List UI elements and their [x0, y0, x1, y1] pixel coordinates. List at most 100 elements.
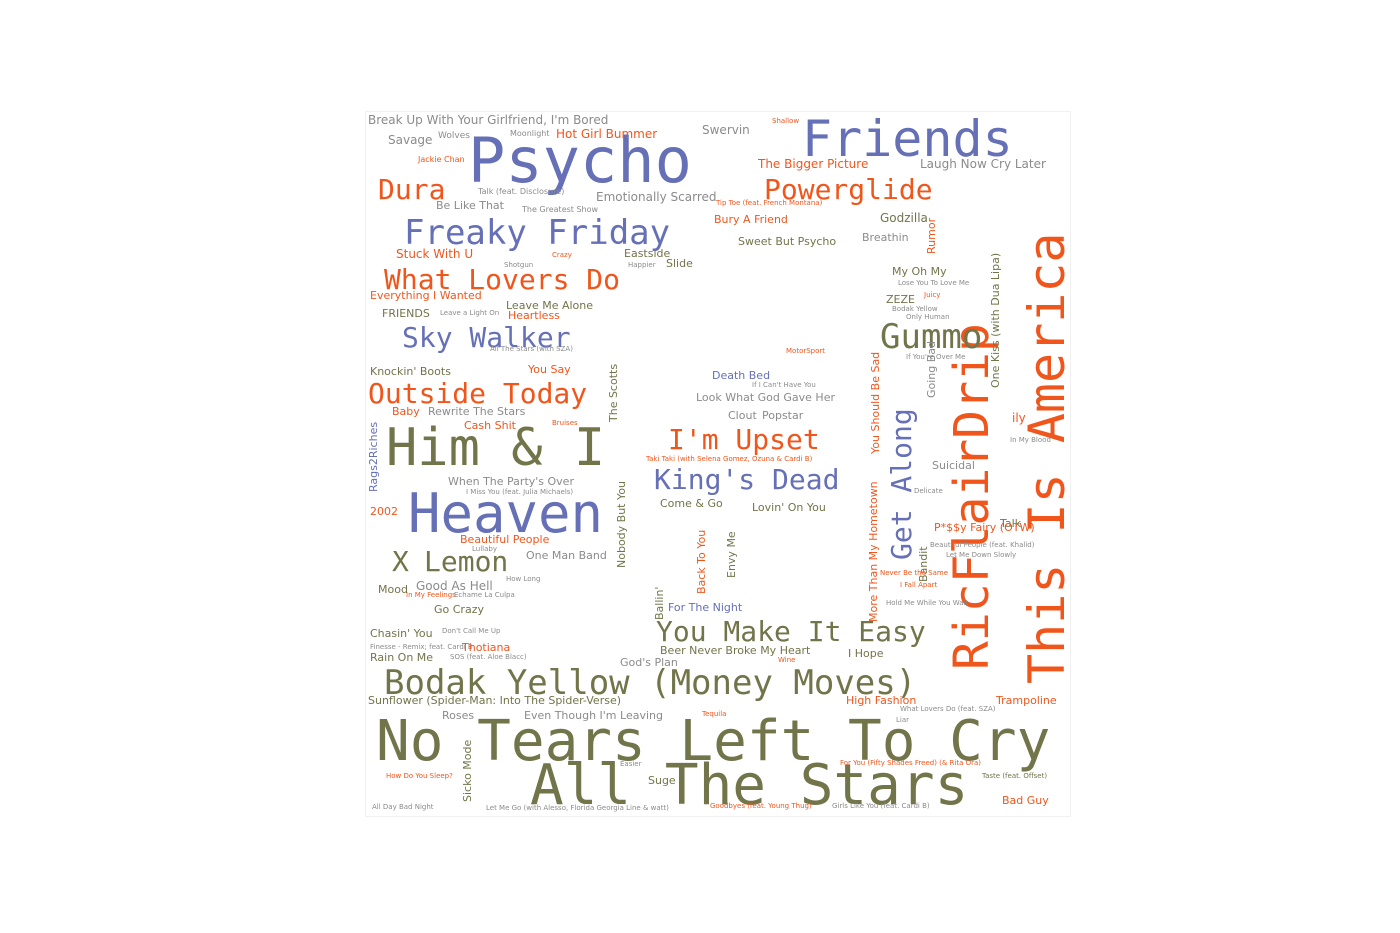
word: Back To You — [695, 529, 708, 594]
word: Break Up With Your Girlfriend, I'm Bored — [368, 113, 609, 127]
word: Emotionally Scarred — [596, 190, 717, 204]
word: Clout — [728, 409, 757, 422]
word: Stuck With U — [396, 247, 474, 261]
word: 2002 — [370, 505, 398, 518]
word: All Day Bad Night — [372, 803, 434, 811]
word: Popstar — [762, 409, 804, 422]
word: Sweet But Psycho — [738, 235, 837, 248]
word: Rain On Me — [370, 651, 434, 664]
word: Finesse - Remix; feat. Cardi B — [370, 643, 473, 651]
word: Cash Shit — [464, 419, 516, 432]
word: Taste (feat. Offset) — [982, 772, 1048, 780]
word: Be Like That — [436, 199, 504, 212]
word: Happier — [628, 261, 656, 269]
word: In My Feelings — [406, 591, 456, 599]
word: Laugh Now Cry Later — [920, 157, 1046, 171]
word: Trampoline — [996, 694, 1057, 707]
word: Swervin — [702, 123, 750, 137]
word: Everything I Wanted — [370, 289, 482, 302]
word: I Hope — [848, 647, 884, 660]
word: Lovin' On You — [752, 501, 826, 514]
word: What Lovers Do — [384, 263, 621, 296]
word-cloud: No Tears Left To Cry All The Stars Psych… — [365, 111, 1071, 817]
word: Don't Call Me Up — [442, 627, 501, 635]
word: Powerglide — [764, 173, 933, 206]
word: Come & Go — [660, 497, 723, 510]
word: Juicy — [924, 291, 941, 299]
word: Look What God Gave Her — [696, 391, 835, 404]
word: Beer Never Broke My Heart — [660, 644, 811, 657]
word: Chasin' You — [370, 627, 433, 640]
word: This Is America — [1018, 232, 1070, 684]
word: Let Me Down Slowly — [946, 551, 1017, 559]
word: Rumor — [925, 217, 938, 254]
word: When The Party's Over — [448, 475, 574, 488]
word: Godzilla — [880, 211, 928, 225]
word: You Make It Easy — [656, 615, 926, 648]
word: Leave Me Alone — [506, 299, 594, 312]
word: Sunflower (Spider-Man: Into The Spider-V… — [368, 694, 621, 707]
word: X — [392, 545, 409, 578]
word: Wine — [778, 656, 796, 664]
word: If I Can't Have You — [752, 381, 816, 389]
word: Sicko Mode — [461, 739, 474, 802]
word: ZEZE — [886, 293, 915, 306]
word: The Bigger Picture — [758, 157, 869, 171]
word: Knockin' Boots — [370, 365, 451, 378]
word: FRIENDS — [382, 307, 430, 320]
word: Nobody But You — [615, 481, 628, 568]
word: Bruises — [552, 419, 578, 427]
word: Sky Walker — [402, 321, 571, 354]
word: The Scotts — [607, 363, 620, 422]
word: Slide — [666, 257, 693, 270]
word: How Do You Sleep? — [386, 772, 453, 780]
word: Breathin — [862, 231, 909, 244]
word: Go Crazy — [434, 603, 484, 616]
word: Bury A Friend — [714, 213, 788, 226]
word: Suicidal — [932, 459, 975, 472]
word: One Kiss (with Dua Lipa) — [989, 252, 1002, 388]
word: Delicate — [914, 487, 943, 495]
word: Hold Me While You Wait — [886, 599, 969, 607]
word: Eastside — [624, 247, 671, 260]
word: Gummo — [880, 317, 983, 357]
word: High Fashion — [846, 694, 917, 707]
word: P*$$y Fairy (OTW) — [934, 521, 1035, 534]
word: All The Stars — [530, 753, 969, 816]
word: Shotgun — [504, 261, 534, 269]
word: No Tears Left To Cry — [376, 709, 1051, 774]
word: More Than My Hometown — [867, 481, 880, 622]
word: Beautiful People — [460, 533, 550, 546]
word: Bodak Yellow (Money Moves) — [384, 663, 917, 703]
word: MotorSport — [786, 347, 826, 355]
word: Roses — [442, 709, 475, 722]
word: Freaky Friday — [404, 213, 671, 253]
word: Let Me Go (with Alesso, Florida Georgia … — [486, 804, 669, 812]
word: Going Bad — [925, 340, 938, 398]
word: Never Be the Same — [880, 569, 949, 577]
word: Beautiful People (feat. Khalid) — [930, 541, 1035, 549]
word: Wolves — [438, 131, 470, 141]
word: I'm Upset — [668, 423, 820, 456]
word: If You're Over Me — [906, 353, 966, 361]
word: Friends — [802, 112, 1013, 168]
word: God's Plan — [620, 656, 678, 669]
word: Moonlight — [510, 129, 550, 138]
word: Lose You To Love Me — [898, 279, 970, 287]
word: Death Bed — [712, 369, 771, 382]
word: In My Blood — [1010, 436, 1051, 444]
word: Mood — [378, 583, 408, 596]
word: King's Dead — [654, 463, 840, 496]
word: What Lovers Do (feat. SZA) — [900, 705, 996, 713]
word: Rewrite The Stars — [428, 405, 526, 418]
word: Easier — [620, 760, 642, 768]
word: All The Stars (with SZA) — [490, 345, 573, 353]
word: Savage — [388, 133, 433, 147]
word: Goodbyes (feat. Young Thug) — [710, 802, 812, 810]
word: Good As Hell — [416, 579, 493, 593]
word: Talk (feat. Disclosure) — [478, 187, 565, 196]
word: Crazy — [552, 251, 572, 259]
word: Dura — [378, 173, 446, 206]
word: One Man Band — [526, 549, 607, 562]
word: I Miss You (feat. Julia Michaels) — [466, 488, 574, 496]
